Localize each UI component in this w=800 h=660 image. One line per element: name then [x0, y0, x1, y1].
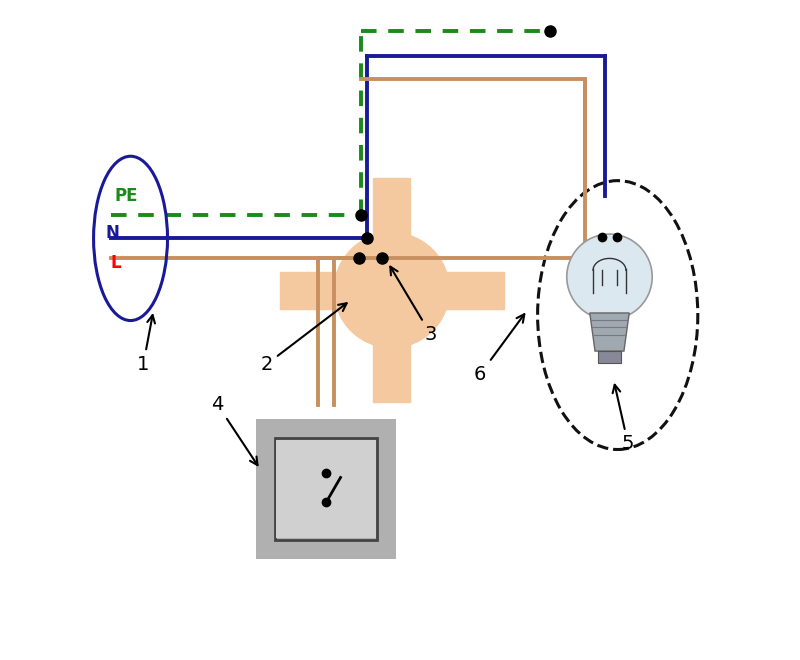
Polygon shape [279, 272, 338, 309]
Circle shape [334, 233, 450, 348]
Polygon shape [374, 345, 410, 403]
FancyBboxPatch shape [598, 351, 622, 363]
Polygon shape [590, 313, 630, 351]
Text: 3: 3 [390, 267, 437, 344]
FancyBboxPatch shape [256, 420, 396, 559]
FancyBboxPatch shape [277, 440, 376, 539]
Text: N: N [106, 224, 120, 242]
Circle shape [566, 234, 652, 319]
Polygon shape [374, 178, 410, 236]
Text: PE: PE [114, 187, 138, 205]
Polygon shape [446, 272, 504, 309]
Text: 4: 4 [211, 395, 258, 465]
Text: 1: 1 [137, 315, 155, 374]
Text: 6: 6 [474, 314, 524, 383]
Text: L: L [111, 254, 122, 273]
Text: 2: 2 [260, 303, 346, 374]
Text: 5: 5 [613, 385, 634, 453]
